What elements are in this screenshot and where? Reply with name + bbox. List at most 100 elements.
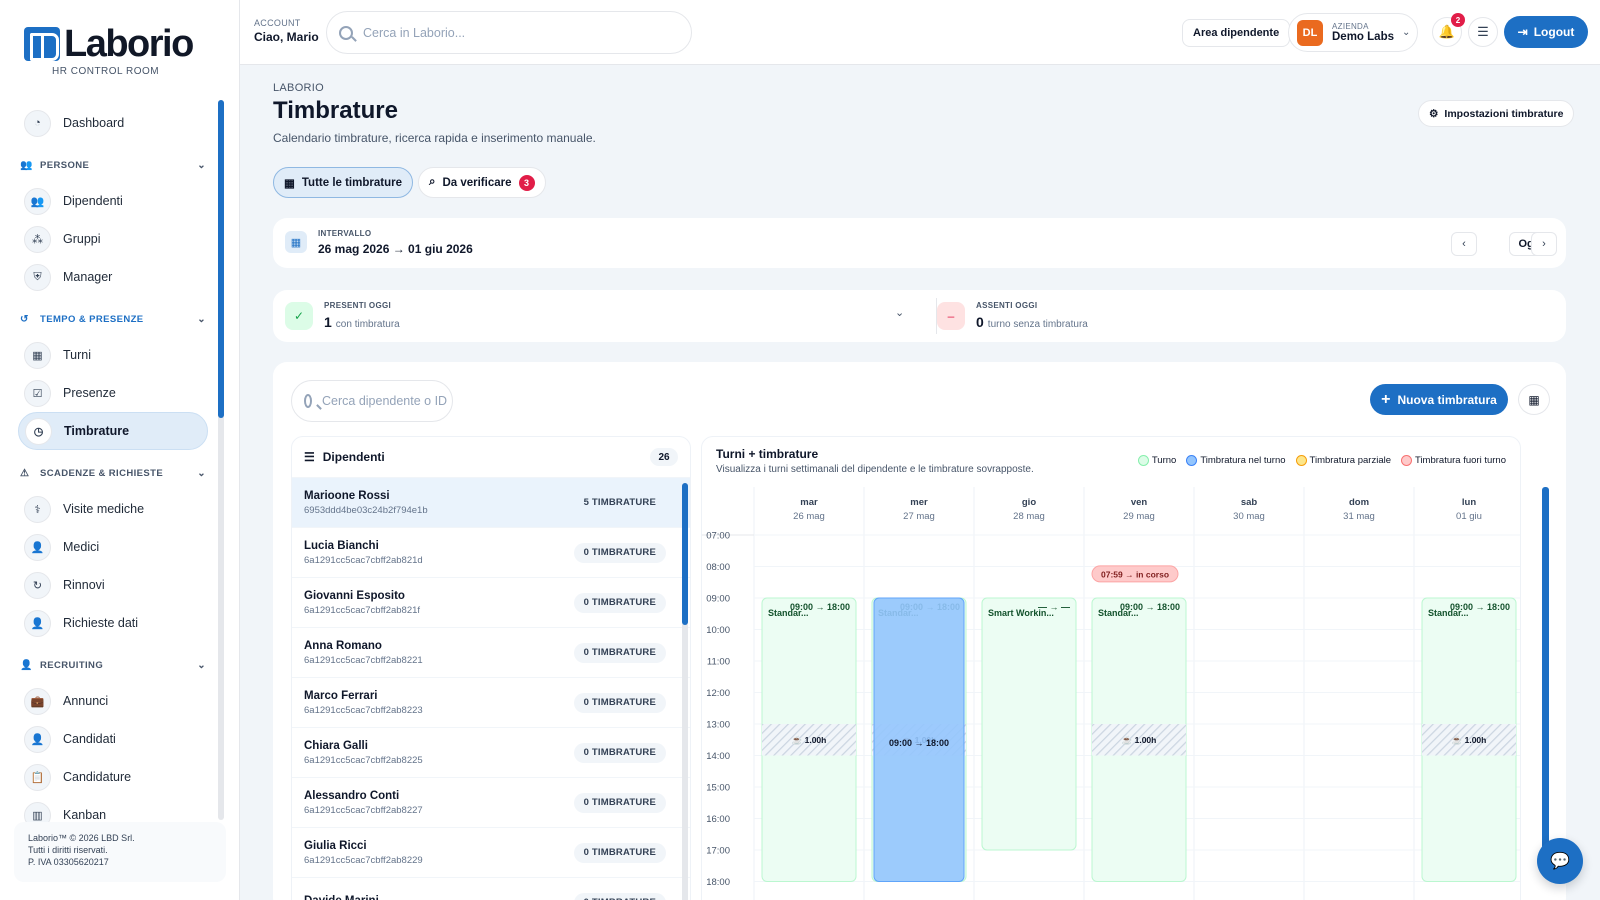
sidebar-item-label: Dashboard — [63, 116, 125, 130]
employee-list-header: ☰ Dipendenti 26 — [292, 437, 690, 477]
calendar-scrollbar[interactable] — [1542, 487, 1549, 849]
employee-area-button[interactable]: Area dipendente — [1182, 19, 1291, 47]
account-name: Ciao, Mario — [254, 30, 319, 44]
brand-name: Laborio — [64, 23, 194, 65]
sidebar-section-scadenze-richieste[interactable]: ⚠ SCADENZE & RICHIESTE ⌄ — [18, 456, 208, 490]
employee-list-scrollbar[interactable] — [682, 483, 688, 900]
employee-row[interactable]: Lucia Bianchi 6a1291cc5cac7cbff2ab821d 0 T… — [292, 527, 690, 577]
hour-label: 13:00 — [706, 720, 730, 731]
interval-value: 26 mag 2026 → 01 giu 2026 — [318, 242, 473, 256]
present-sub: con timbratura — [335, 319, 400, 330]
calendar-icon: ▦ — [284, 177, 295, 190]
stamp-block — [873, 597, 965, 882]
expand-present-chevron-icon[interactable]: ⌄ — [895, 307, 905, 319]
employee-row[interactable]: Davide Marini 0 TIMBRATURE — [292, 877, 690, 900]
employee-id: 6a1291cc5cac7cbff2ab821f — [304, 604, 421, 616]
sidebar-footer: Laborio™ © 2026 LBD Srl. Tutti i diritti… — [14, 822, 226, 882]
tab-all-stamps[interactable]: ▦ Tutte le timbrature — [273, 167, 413, 198]
chat-button[interactable]: 💬 — [1537, 838, 1583, 884]
stamp-count-badge: 0 TIMBRATURE — [573, 842, 666, 863]
logout-button[interactable]: ⇥ Logout — [1504, 16, 1588, 48]
sidebar-item-dashboard[interactable]: ◔ Dashboard — [18, 104, 208, 142]
previous-week-button[interactable]: ‹ — [1451, 232, 1477, 256]
employee-info: Lucia Bianchi 6a1291cc5cac7cbff2ab821d — [304, 540, 423, 566]
sidebar-item-turni[interactable]: ▦ Turni — [18, 336, 208, 374]
employee-search-input[interactable] — [322, 394, 452, 408]
sidebar-section-tempo-presenze[interactable]: ↺ TEMPO & PRESENZE ⌄ — [18, 302, 208, 336]
hour-label: 15:00 — [706, 783, 730, 794]
day-date: 29 mag — [1123, 511, 1155, 522]
employee-row[interactable]: Alessandro Conti 6a1291cc5cac7cbff2ab8227… — [292, 777, 690, 827]
sidebar-item-candidati[interactable]: 👤 Candidati — [18, 720, 208, 758]
chevron-down-icon: ⌄ — [1402, 27, 1411, 38]
sidebar-item-rinnovi[interactable]: ↻ Rinnovi — [18, 566, 208, 604]
new-stamp-button[interactable]: + Nuova timbratura — [1370, 384, 1508, 415]
day-name: lun — [1462, 497, 1476, 508]
employee-info: Marco Ferrari 6a1291cc5cac7cbff2ab8223 — [304, 690, 423, 716]
employee-row[interactable]: Anna Romano 6a1291cc5cac7cbff2ab8221 0 TIM… — [292, 627, 690, 677]
notifications-button[interactable]: 🔔 2 — [1432, 13, 1465, 47]
hour-label: 18:00 — [706, 877, 730, 888]
legend-item: Timbratura fuori turno — [1401, 455, 1506, 466]
sidebar-section-persone[interactable]: 👥 PERSONE ⌄ — [18, 148, 208, 182]
employee-name: Alessandro Conti — [304, 789, 400, 802]
employee-list-scrollbar-thumb[interactable] — [682, 483, 688, 625]
stamp-count-badge: 0 TIMBRATURE — [573, 742, 666, 763]
account-label: ACCOUNT — [254, 18, 301, 28]
sidebar-item-medici[interactable]: 👤 Medici — [18, 528, 208, 566]
employee-row[interactable]: Giovanni Esposito 6a1291cc5cac7cbff2ab821… — [292, 577, 690, 627]
shift-time: 09:00 → 18:00 — [1450, 602, 1510, 612]
user-minus-icon: – — [937, 302, 965, 330]
sidebar-item-visite-mediche[interactable]: ⚕ Visite mediche — [18, 490, 208, 528]
tab-to-verify[interactable]: ⌕ Da verificare 3 — [418, 167, 546, 198]
global-search[interactable] — [326, 11, 692, 54]
hour-label: 12:00 — [706, 688, 730, 699]
user-check-icon: ✓ — [285, 302, 313, 330]
employee-search[interactable] — [291, 380, 453, 422]
sidebar-item-dipendenti[interactable]: 👥 Dipendenti — [18, 182, 208, 220]
sidebar-item-label: Candidature — [63, 770, 132, 784]
employee-row[interactable]: Marco Ferrari 6a1291cc5cac7cbff2ab8223 0 T… — [292, 677, 690, 727]
shift-name: Standar... — [768, 608, 809, 618]
sidebar-section-recruiting[interactable]: 👤 RECRUITING ⌄ — [18, 648, 208, 682]
settings-label: Impostazioni timbrature — [1444, 107, 1564, 120]
employee-row[interactable]: Marioone Rossi 6953ddd4be03c24b2f794e1b 5 … — [292, 477, 690, 527]
calendar-grid[interactable]: mar 26 mag mer 27 mag gio 28 mag ven 29 mag sab 3… — [702, 487, 1521, 900]
sidebar-item-richieste-dati[interactable]: 👤 Richieste dati — [18, 604, 208, 642]
calendar-view-button[interactable]: ▦ — [1518, 384, 1550, 415]
employee-info: Marioone Rossi 6953ddd4be03c24b2f794e1b — [304, 490, 428, 516]
next-week-button[interactable]: › — [1531, 232, 1557, 256]
sidebar-item-label: Timbrature — [64, 424, 130, 438]
employee-row[interactable]: Chiara Galli 6a1291cc5cac7cbff2ab8225 0 TI… — [292, 727, 690, 777]
employee-row[interactable]: Giulia Ricci 6a1291cc5cac7cbff2ab8229 0 TI… — [292, 827, 690, 877]
sidebar-item-annunci[interactable]: 💼 Annunci — [18, 682, 208, 720]
hour-label: 11:00 — [707, 657, 730, 668]
absent-value: 0 — [976, 314, 984, 330]
stamp-count-badge: 0 TIMBRATURE — [573, 792, 666, 813]
section-title: SCADENZE & RICHIESTE — [40, 467, 164, 479]
legend-label: Timbratura fuori turno — [1415, 455, 1506, 466]
chevron-down-icon: ⌄ — [197, 659, 206, 671]
global-search-input[interactable] — [363, 25, 663, 40]
day-name: dom — [1349, 497, 1369, 508]
preferences-button[interactable]: ☰ — [1468, 17, 1498, 47]
account-info: ACCOUNT Ciao, Mario — [254, 18, 319, 44]
company-switcher[interactable]: DL AZIENDA Demo Labs ⌄ — [1288, 13, 1418, 52]
sidebar-item-presenze[interactable]: ☑ Presenze — [18, 374, 208, 412]
sidebar-scrollbar-thumb[interactable] — [218, 100, 224, 418]
day-date: 01 giu — [1456, 511, 1482, 522]
gauge-icon: ◔ — [24, 109, 51, 137]
sidebar-item-label: Kanban — [63, 808, 107, 822]
sidebar-item-timbrature[interactable]: ◷ Timbrature — [18, 412, 208, 450]
stamp-settings-button[interactable]: ⚙ Impostazioni timbrature — [1418, 100, 1575, 127]
sidebar-item-gruppi[interactable]: ⁂ Gruppi — [18, 220, 208, 258]
employee-name: Davide Marini — [304, 895, 379, 900]
stamp-count-badge: 0 TIMBRATURE — [573, 692, 666, 713]
sidebar-scrollbar[interactable] — [218, 100, 224, 820]
legend-swatch — [1401, 455, 1412, 466]
sidebar-item-manager[interactable]: ⛨ Manager — [18, 258, 208, 296]
sidebar-item-candidature[interactable]: 📋 Candidature — [18, 758, 208, 796]
sidebar-nav: ◔ Dashboard 👥 PERSONE ⌄ 👥 Dipendenti ⁂ G… — [18, 104, 208, 834]
brand[interactable]: Laborio HR CONTROL ROOM — [24, 24, 216, 77]
calendar-subtitle: Visualizza i turni settimanali del dipen… — [716, 464, 1034, 475]
